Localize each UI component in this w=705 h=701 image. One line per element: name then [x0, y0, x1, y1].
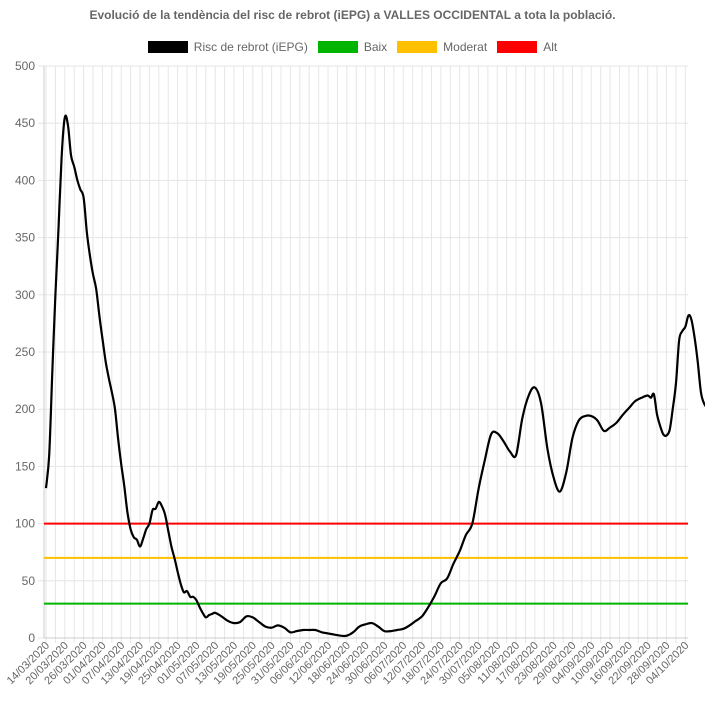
legend-item-alt[interactable]: Alt — [497, 40, 557, 54]
legend-item-risc[interactable]: Risc de rebrot (iEPG) — [147, 40, 308, 54]
y-tick-label-450: 450 — [15, 116, 35, 130]
legend-label-moderat: Moderat — [443, 40, 488, 54]
y-tick-label-500: 500 — [15, 59, 35, 73]
legend-label-baix: Baix — [363, 40, 388, 54]
legend-item-baix[interactable]: Baix — [317, 40, 388, 54]
y-tick-label-300: 300 — [15, 288, 35, 302]
y-tick-label-100: 100 — [15, 517, 35, 531]
legend-label-risc: Risc de rebrot (iEPG) — [193, 40, 308, 54]
y-tick-label-200: 200 — [15, 402, 35, 416]
legend-swatch-alt — [497, 41, 538, 53]
y-tick-label-0: 0 — [28, 631, 35, 645]
legend-item-moderat[interactable]: Moderat — [397, 40, 487, 54]
y-tick-label-150: 150 — [15, 459, 35, 473]
legend-swatch-risc — [147, 41, 188, 53]
y-tick-label-350: 350 — [15, 231, 35, 245]
series-line-risc-rebrot — [44, 114, 705, 638]
axes — [43, 66, 688, 639]
grid-lines — [38, 65, 688, 643]
threshold-lines — [44, 522, 688, 605]
series-lines — [44, 114, 705, 638]
y-tick-label-400: 400 — [15, 173, 35, 187]
y-tick-labels: 0 50 100 150 200 250 300 350 400 450 500 — [15, 59, 35, 645]
chart-title: Evolució de la tendència del risc de reb… — [89, 8, 616, 22]
legend: Risc de rebrot (iEPG) Baix Moderat Alt — [0, 40, 705, 54]
y-tick-label-50: 50 — [22, 574, 36, 588]
x-tick-labels: 14/03/202020/03/202026/03/202001/04/2020… — [5, 640, 692, 687]
y-tick-label-250: 250 — [15, 345, 35, 359]
legend-swatch-baix — [317, 41, 358, 53]
legend-swatch-moderat — [397, 41, 438, 53]
legend-label-alt: Alt — [543, 40, 558, 54]
